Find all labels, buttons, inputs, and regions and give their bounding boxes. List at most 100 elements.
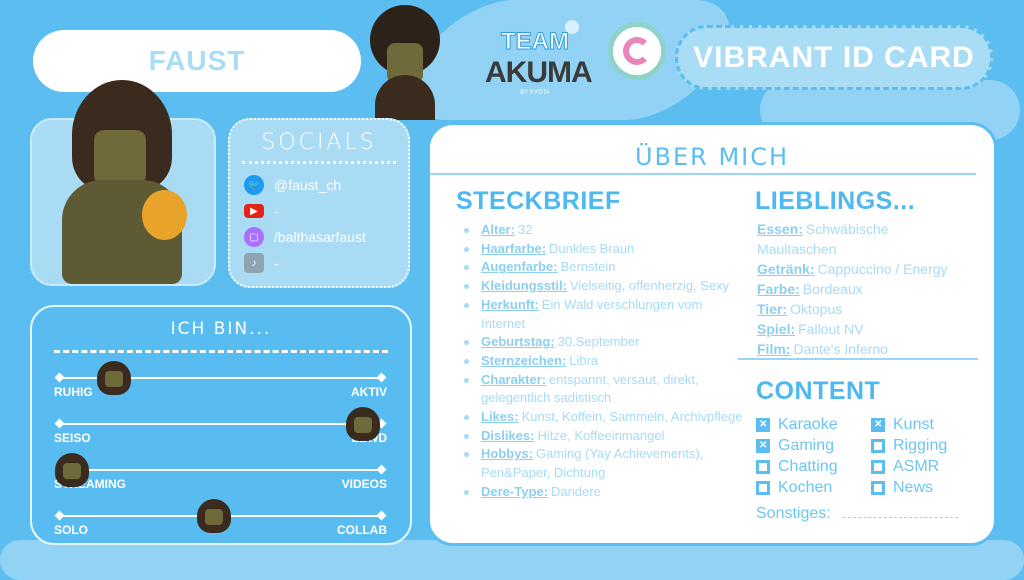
item-value: Oktopus xyxy=(790,301,843,317)
team-label: TEAM xyxy=(501,28,570,56)
checkbox-label: Karaoke xyxy=(778,416,838,433)
item-key: Getränk: xyxy=(757,261,815,277)
steckbrief-item: Augenfarbe: Bernstein xyxy=(464,258,746,277)
item-value: Dandere xyxy=(550,483,601,499)
slider-right-label: AKTIV xyxy=(351,385,387,399)
content-checkbox[interactable]: News xyxy=(871,479,976,497)
checked-box-icon[interactable]: ✕ xyxy=(756,418,770,432)
slider-ruhig-aktiv[interactable]: RUHIG AKTIV xyxy=(54,361,387,407)
item-key: Kleidungsstil: xyxy=(481,278,567,294)
checked-box-icon[interactable]: ✕ xyxy=(871,418,885,432)
divider xyxy=(430,173,976,175)
lieblings-title: LIEBLINGS... xyxy=(755,187,916,215)
item-value: Fallout NV xyxy=(798,321,864,337)
item-key: Hobbys: xyxy=(481,446,533,462)
slider-streaming-videos[interactable]: STREAMING VIDEOS xyxy=(54,453,387,499)
checkbox-label: Gaming xyxy=(778,437,835,454)
name-banner: FAUST xyxy=(33,30,361,92)
lieblings-item: Essen: Schwäbische Maultaschen xyxy=(755,219,905,259)
sonstiges-input-line[interactable] xyxy=(842,517,958,518)
social-value: - xyxy=(274,203,279,219)
unchecked-box-icon[interactable] xyxy=(756,460,770,474)
content-checkbox[interactable]: ✕ Gaming xyxy=(756,437,871,455)
content-checkbox[interactable]: ASMR xyxy=(871,458,976,476)
steckbrief-item: Sternzeichen: Libra xyxy=(464,352,746,371)
unchecked-box-icon[interactable] xyxy=(871,481,885,495)
social-tiktok[interactable]: ♪ - xyxy=(230,250,408,276)
content-checkbox[interactable]: ✕ Kunst xyxy=(871,416,976,434)
item-value: Hitze, Koffeeinmangel xyxy=(537,427,665,443)
content-section: CONTENT ✕ Karaoke ✕ Kunst ✕ Gaming Rigging Chat… xyxy=(756,377,976,523)
item-value: Bernstein xyxy=(560,259,616,275)
item-value: Kunst, Koffein, Sammeln, Archivpflege xyxy=(521,409,743,425)
content-checkbox[interactable]: Kochen xyxy=(756,479,871,497)
twitch-icon: ▢ xyxy=(244,227,264,247)
item-key: Herkunft: xyxy=(481,296,539,312)
steckbrief-item: Charakter: entspannt, versaut, direkt, ge… xyxy=(464,371,746,408)
slider-solo-collab[interactable]: SOLO COLLAB xyxy=(54,499,387,545)
steckbrief-item: Geburtstag: 30.September xyxy=(464,333,746,352)
social-value: - xyxy=(274,255,279,271)
steckbrief-item: Dislikes: Hitze, Koffeeinmangel xyxy=(464,427,746,446)
item-value: 30.September xyxy=(557,334,640,350)
steckbrief-item: Dere-Type: Dandere xyxy=(464,483,746,502)
chibi-avatar xyxy=(365,5,445,120)
sonstiges-field[interactable]: Sonstiges: xyxy=(756,505,976,523)
item-key: Likes: xyxy=(481,409,519,425)
item-value: Vielseitig, offenherzig, Sexy xyxy=(569,278,730,294)
team-name: AKUMA xyxy=(485,56,593,89)
checkbox-label: Kunst xyxy=(893,416,934,433)
team-akuma-logo: TEAM AKUMA BY KYOTA xyxy=(485,28,593,97)
content-checkbox[interactable]: Chatting xyxy=(756,458,871,476)
unchecked-box-icon[interactable] xyxy=(871,439,885,453)
steckbrief-item: Kleidungsstil: Vielseitig, offenherzig, S… xyxy=(464,277,746,296)
item-value: Cappuccino / Energy xyxy=(817,261,948,277)
checkbox-label: ASMR xyxy=(893,458,940,475)
steckbrief-section: STECKBRIEF Alter: 32 Haarfarbe: Dunkles Bra… xyxy=(456,187,746,502)
item-key: Spiel: xyxy=(757,321,796,337)
steckbrief-list: Alter: 32 Haarfarbe: Dunkles Braun Augenfarb… xyxy=(456,221,746,502)
slider-handle-avatar[interactable] xyxy=(197,499,232,533)
content-checkbox[interactable]: Rigging xyxy=(871,437,976,455)
slider-seiso-lewd[interactable]: SEISOLEWD xyxy=(54,407,387,453)
twitter-icon: 🐦 xyxy=(244,175,264,195)
character-portrait xyxy=(30,80,216,286)
social-twitter[interactable]: 🐦 @faust_ch xyxy=(230,172,408,198)
item-key: Dislikes: xyxy=(481,427,535,443)
tiktok-icon: ♪ xyxy=(244,253,264,273)
team-sub: BY KYOTA xyxy=(520,90,550,96)
checkbox-label: Kochen xyxy=(778,479,833,496)
item-key: Geburtstag: xyxy=(481,334,555,350)
unchecked-box-icon[interactable] xyxy=(756,481,770,495)
slider-handle-avatar[interactable] xyxy=(345,407,380,441)
unchecked-box-icon[interactable] xyxy=(871,460,885,474)
divider xyxy=(242,161,396,164)
content-checkbox[interactable]: ✕ Karaoke xyxy=(756,416,871,434)
item-key: Tier: xyxy=(757,301,788,317)
steckbrief-item: Alter: 32 xyxy=(464,221,746,240)
item-value: Ein Wald verschlungen vom Internet xyxy=(481,296,703,331)
item-key: Alter: xyxy=(481,222,515,237)
item-value: 32 xyxy=(517,222,533,237)
slider-left-label: SEISO xyxy=(54,431,91,445)
socials-title: SOCIALS xyxy=(261,130,377,155)
social-twitch[interactable]: ▢ /balthasarfaust xyxy=(230,224,408,250)
social-value: /balthasarfaust xyxy=(274,229,366,245)
slider-handle-avatar[interactable] xyxy=(96,361,131,395)
checked-box-icon[interactable]: ✕ xyxy=(756,439,770,453)
card-title: VIBRANT ID CARD xyxy=(675,25,993,90)
lieblings-item: Tier: Oktopus xyxy=(755,299,985,319)
item-value: Dunkles Braun xyxy=(549,240,635,256)
item-value: Bordeaux xyxy=(802,281,863,297)
lieblings-item: Farbe: Bordeaux xyxy=(755,279,985,299)
item-key: Dere-Type: xyxy=(481,483,548,499)
lieblings-item: Getränk: Cappuccino / Energy xyxy=(755,259,985,279)
checkbox-label: News xyxy=(893,479,934,496)
steckbrief-item: Likes: Kunst, Koffein, Sammeln, Archivpfl… xyxy=(464,408,746,427)
slider-handle-avatar[interactable] xyxy=(54,453,89,487)
slider-left-label: SOLO xyxy=(54,523,89,537)
divider xyxy=(54,350,388,353)
social-youtube[interactable]: ▶ - xyxy=(230,198,408,224)
vibrant-logo-icon xyxy=(608,22,666,80)
lieblings-item: Spiel: Fallout NV xyxy=(755,319,985,339)
